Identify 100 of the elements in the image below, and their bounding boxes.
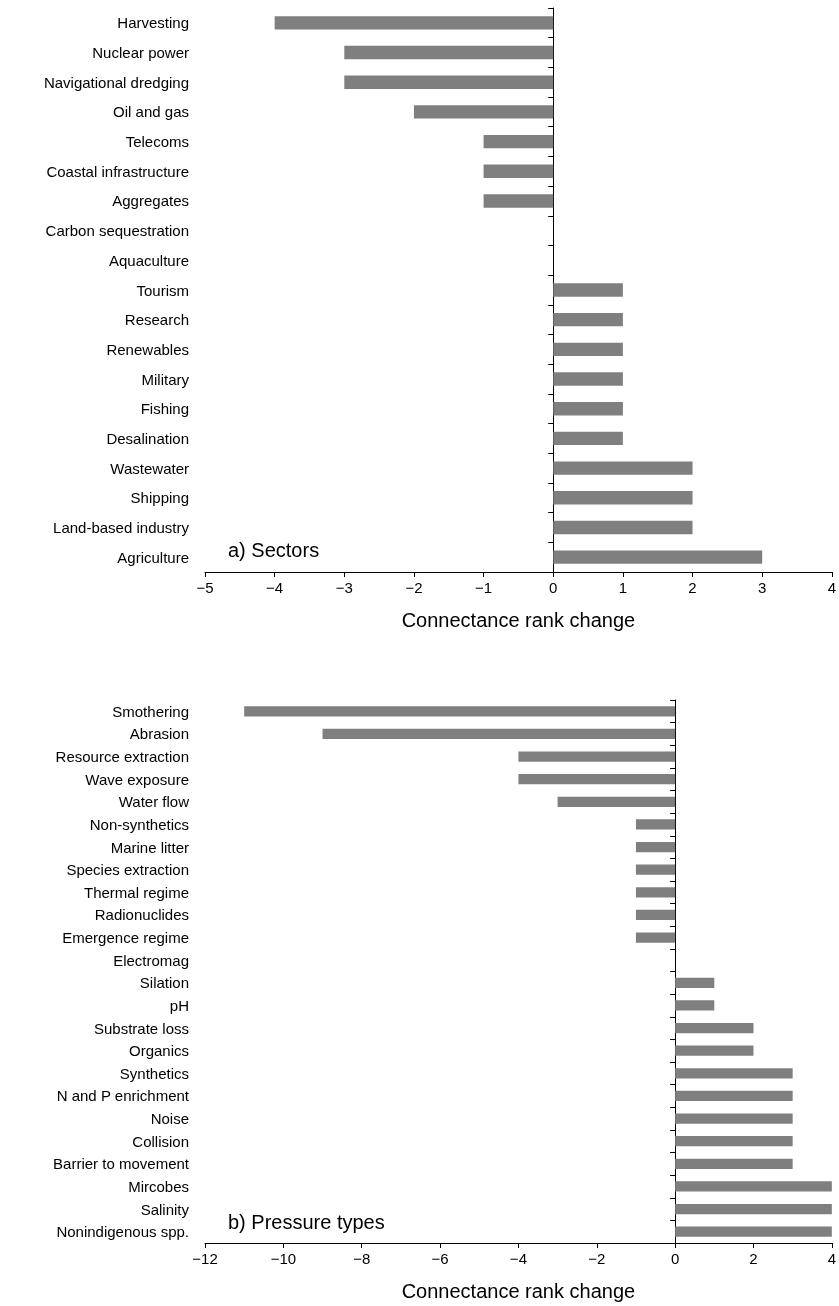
bar: [344, 75, 554, 89]
y-tick-label: Emergence regime: [62, 929, 189, 947]
y-tick-label: Salinity: [140, 1200, 190, 1218]
y-tick-label: Synthetics: [119, 1064, 189, 1082]
bar: [635, 864, 676, 875]
y-tick-label: Collision: [132, 1132, 189, 1150]
y-tick-label: Wave exposure: [85, 770, 189, 788]
x-tick-label: 2: [749, 1250, 758, 1267]
bar: [413, 105, 554, 119]
y-tick-label: Agriculture: [117, 548, 189, 566]
bar: [675, 1000, 715, 1011]
x-tick-label: −2: [405, 579, 423, 596]
bar: [553, 372, 623, 386]
bar: [244, 706, 676, 717]
x-tick-label: 2: [688, 579, 697, 596]
bar: [675, 1022, 754, 1034]
bar: [675, 1181, 832, 1192]
y-tick-label: Carbon sequestration: [45, 222, 189, 240]
bar: [675, 1090, 793, 1102]
y-tick-label: Mircobes: [128, 1177, 189, 1195]
y-tick-label: Military: [141, 370, 190, 388]
x-tick-label: −5: [196, 579, 214, 596]
bar: [635, 841, 676, 853]
y-tick-label: Wastewater: [110, 459, 189, 477]
y-tick-label: Resource extraction: [55, 748, 189, 766]
y-tick-label: Land-based industry: [53, 518, 190, 536]
y-tick-label: Shipping: [130, 489, 189, 507]
x-tick-label: −3: [335, 579, 353, 596]
y-tick-label: Substrate loss: [93, 1019, 189, 1037]
x-tick-label: 4: [827, 1250, 836, 1267]
y-tick-label: Non-synthetics: [89, 815, 189, 833]
y-tick-label: Aggregates: [112, 192, 189, 210]
y-tick-label: Radionuclides: [94, 906, 189, 924]
x-tick-label: −4: [266, 579, 284, 596]
bar: [344, 45, 554, 60]
y-tick-label: Thermal regime: [83, 883, 189, 901]
bar: [518, 774, 676, 785]
annotation: a) Sectors: [228, 539, 320, 561]
y-tick-label: Species extraction: [66, 861, 189, 879]
x-tick-label: 4: [827, 579, 836, 596]
x-tick-label: −8: [353, 1250, 371, 1267]
y-tick-label: Nuclear power: [92, 44, 189, 62]
y-tick-label: Harvesting: [117, 14, 189, 32]
y-tick-label: Nonindigenous spp.: [56, 1223, 189, 1241]
y-tick-label: Abrasion: [129, 725, 189, 743]
x-tick-label: 3: [758, 579, 767, 596]
y-tick-label: Smothering: [112, 702, 189, 720]
x-axis-title: Connectance rank change: [401, 609, 636, 631]
bar: [274, 16, 554, 30]
y-tick-label: Navigational dredging: [43, 73, 189, 91]
x-tick-label: −1: [475, 579, 493, 596]
x-tick-label: 0: [670, 1250, 680, 1267]
bar: [553, 283, 623, 297]
bar: [635, 932, 676, 943]
x-tick-label: −2: [588, 1250, 606, 1267]
x-tick-label: 1: [618, 579, 628, 596]
y-tick-label: Research: [124, 311, 189, 329]
bar: [553, 461, 693, 475]
y-tick-label: Marine litter: [110, 838, 189, 856]
bar: [553, 550, 763, 564]
bar: [635, 887, 676, 898]
x-tick-label: −4: [509, 1250, 527, 1267]
y-tick-label: Renewables: [106, 340, 189, 358]
y-tick-label: Desalination: [106, 429, 189, 447]
bar: [483, 134, 554, 149]
bar: [553, 431, 623, 446]
bar: [675, 1158, 793, 1169]
y-tick-label: Fishing: [140, 400, 189, 418]
bar: [675, 977, 715, 988]
bar: [635, 909, 676, 921]
x-axis-title: Connectance rank change: [401, 1280, 636, 1302]
bar: [675, 1113, 793, 1124]
x-tick-label: −6: [431, 1250, 449, 1267]
y-tick-label: Organics: [128, 1042, 189, 1060]
bar: [675, 1203, 832, 1215]
y-tick-label: N and P enrichment: [56, 1087, 190, 1105]
y-tick-label: Water flow: [118, 793, 190, 811]
y-tick-label: Coastal infrastructure: [46, 162, 189, 180]
y-tick-label: Tourism: [136, 281, 189, 299]
bar: [483, 164, 554, 178]
bar: [322, 728, 676, 740]
bar: [553, 342, 623, 357]
x-tick-label: 0: [549, 579, 558, 596]
y-tick-label: Electromag: [113, 951, 189, 969]
bar: [675, 1045, 754, 1056]
x-tick-label: −10: [270, 1250, 297, 1267]
bar: [557, 796, 676, 807]
bar: [553, 313, 623, 327]
bar: [675, 1068, 793, 1079]
y-tick-label: Barrier to movement: [53, 1155, 190, 1173]
bar: [635, 819, 676, 830]
y-tick-label: Telecoms: [125, 133, 189, 151]
y-tick-label: pH: [169, 996, 189, 1014]
y-tick-label: Aquaculture: [108, 251, 189, 269]
annotation: b) Pressure types: [228, 1211, 385, 1233]
bar: [553, 402, 623, 416]
bar: [553, 520, 693, 535]
y-tick-label: Noise: [150, 1110, 189, 1128]
bar: [518, 751, 676, 762]
bar: [483, 194, 554, 208]
